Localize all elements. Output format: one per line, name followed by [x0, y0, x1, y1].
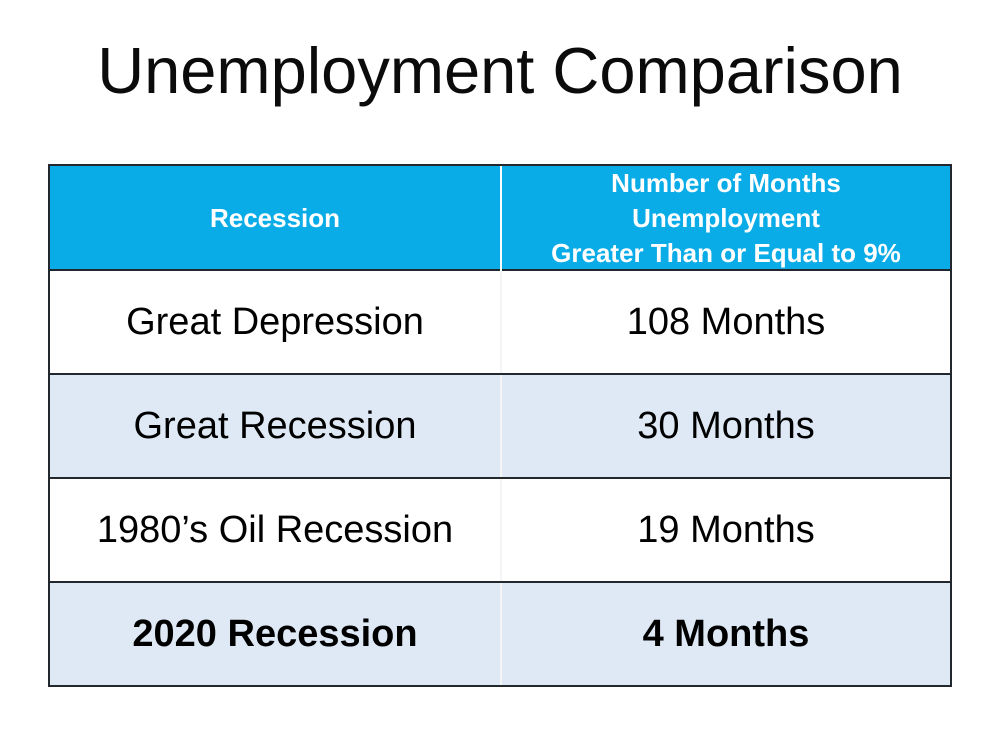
cell-months-value: 19 Months [500, 479, 950, 581]
cell-months-value: 30 Months [500, 375, 950, 477]
cell-months-value: 4 Months [500, 583, 950, 685]
column-header-months: Number of Months Unemployment Greater Th… [500, 166, 950, 271]
unemployment-comparison-table: Recession Number of Months Unemployment … [48, 164, 952, 687]
cell-recession-name: 1980’s Oil Recession [96, 508, 454, 551]
table-header-row: Recession Number of Months Unemployment … [50, 166, 950, 271]
cell-months-value: 108 Months [500, 271, 950, 373]
table-row-great-depression: Great Depression 108 Months [50, 269, 950, 373]
cell-recession-name: 2020 Recession [132, 612, 418, 655]
cell-recession-name: Great Recession [133, 404, 417, 447]
table-row-1980s-oil-recession: 1980’s Oil Recession 19 Months [50, 477, 950, 581]
table-row-2020-recession: 2020 Recession 4 Months [50, 581, 950, 685]
column-header-months-line1: Number of Months Unemployment [611, 168, 841, 233]
page-title: Unemployment Comparison [97, 34, 903, 107]
cell-recession-name: Great Depression [126, 300, 424, 343]
table-row-great-recession: Great Recession 30 Months [50, 373, 950, 477]
column-header-months-line2: Greater Than or Equal to 9% [551, 238, 901, 268]
column-header-recession: Recession [209, 203, 341, 233]
